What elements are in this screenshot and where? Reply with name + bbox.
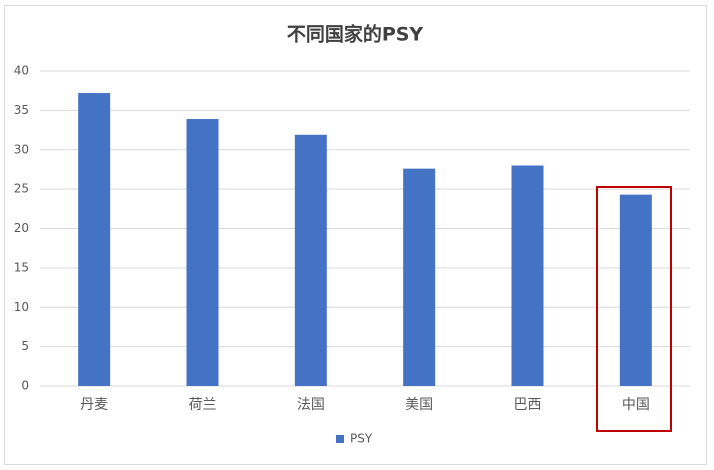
chart-border <box>4 5 707 465</box>
y-tick-label: 35 <box>14 103 29 117</box>
bar <box>186 119 219 386</box>
x-tick-label: 丹麦 <box>80 397 108 413</box>
x-tick-label: 巴西 <box>514 397 542 413</box>
chart-title: 不同国家的PSY <box>287 23 424 46</box>
x-tick-label: 美国 <box>405 397 433 413</box>
bar <box>294 134 327 386</box>
y-tick-label: 5 <box>21 339 29 353</box>
y-tick-label: 20 <box>14 221 29 235</box>
x-tick-label: 荷兰 <box>189 397 217 413</box>
y-tick-label: 10 <box>14 300 29 314</box>
bar <box>619 194 652 386</box>
legend-swatch <box>336 435 344 443</box>
y-tick-label: 40 <box>14 64 29 78</box>
grid: 0 5 10 15 20 25 30 35 40 丹麦 荷兰 法国 美国 巴西 中国 PSY <box>14 64 690 446</box>
y-tick-label: 0 <box>21 379 29 393</box>
marks <box>78 93 652 387</box>
highlight-box <box>596 186 672 432</box>
x-tick-label: 中国 <box>622 397 650 413</box>
bar <box>403 168 436 386</box>
legend-label: PSY <box>350 432 373 446</box>
y-tick-label: 30 <box>14 142 29 156</box>
x-tick-label: 法国 <box>297 397 325 413</box>
y-tick-label: 15 <box>14 260 29 274</box>
y-tick-label: 25 <box>14 182 29 196</box>
bar <box>78 93 111 387</box>
bar <box>511 165 544 386</box>
